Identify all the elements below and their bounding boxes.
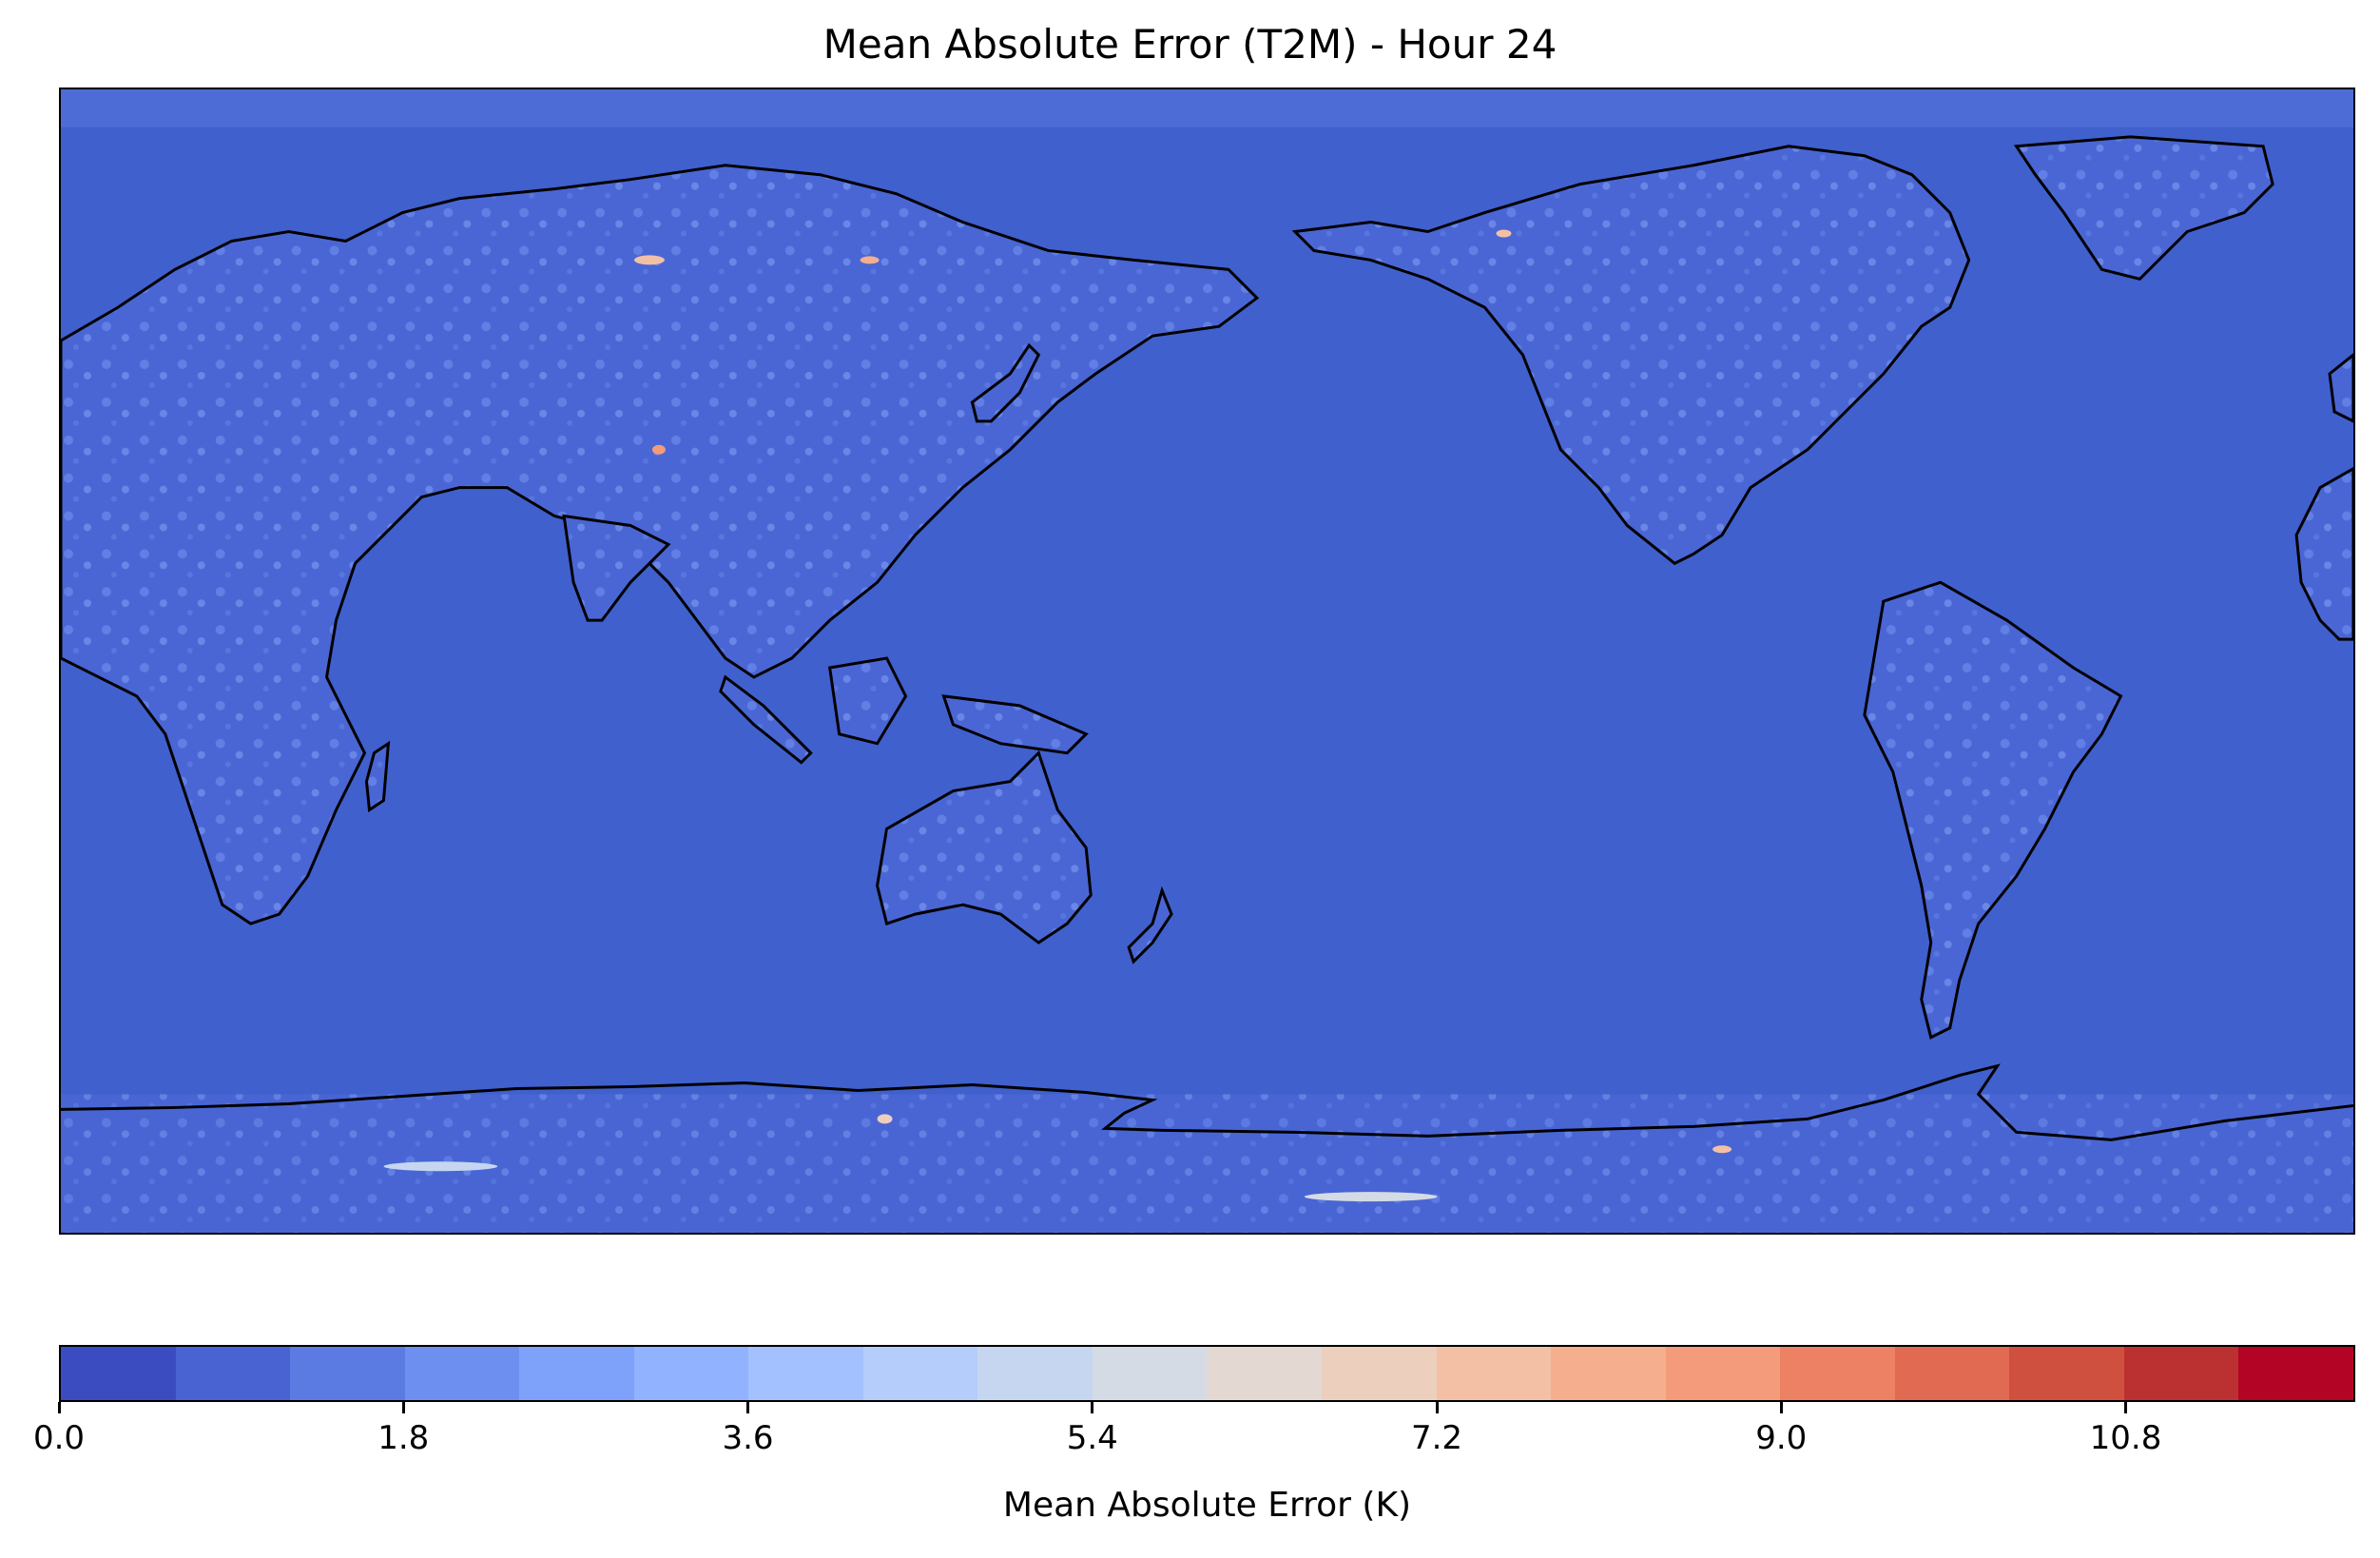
- madagascar-land: [364, 740, 391, 813]
- colorbar-segment: [1665, 1347, 1781, 1400]
- tick-mark: [1091, 1402, 1094, 1413]
- colorbar-segment: [1551, 1347, 1666, 1400]
- antarctica-coast: [61, 1063, 2353, 1141]
- colorbar-ticks: 0.0 1.8 3.6 5.4 7.2 9.0 10.8: [33, 1402, 2355, 1478]
- arctic-band: [61, 89, 2353, 127]
- hotspot: [1712, 1145, 1732, 1154]
- tick-mark: [746, 1402, 749, 1413]
- tick-label: 7.2: [1410, 1419, 1463, 1457]
- india-land: [562, 514, 671, 622]
- tick-mark: [1779, 1402, 1783, 1413]
- sumatra-land: [719, 674, 813, 765]
- hotspot: [1496, 229, 1512, 238]
- chart-title: Mean Absolute Error (T2M) - Hour 24: [822, 21, 1558, 68]
- tick-mark: [1435, 1402, 1439, 1413]
- colorbar-segment: [862, 1347, 978, 1400]
- colorbar-segment: [61, 1347, 176, 1400]
- tick-label: 10.8: [2089, 1419, 2162, 1457]
- tick-label: 0.0: [32, 1419, 86, 1457]
- borneo-land: [827, 656, 908, 746]
- hotspot: [877, 1114, 893, 1124]
- colorbar-segment: [1092, 1347, 1208, 1400]
- colorbar-segment: [2238, 1347, 2353, 1400]
- greenland-land: [2013, 135, 2274, 281]
- hotspot: [383, 1161, 498, 1172]
- tick-label: 3.6: [722, 1419, 774, 1457]
- tick-label: 1.8: [377, 1419, 430, 1457]
- colorbar-segment: [1207, 1347, 1323, 1400]
- colorbar-segment: [1894, 1347, 2010, 1400]
- world-map: [61, 89, 2353, 1233]
- colorbar-segment: [1322, 1347, 1437, 1400]
- colorbar: [59, 1345, 2355, 1402]
- map-panel: [59, 88, 2355, 1235]
- colorbar-segment: [633, 1347, 749, 1400]
- colorbar-segment: [977, 1347, 1093, 1400]
- hotspot: [651, 444, 666, 455]
- iberia-edge: [2328, 353, 2353, 423]
- new-zealand-land: [1127, 886, 1173, 964]
- north-america-land: [1291, 145, 1971, 566]
- new-guinea-land: [941, 694, 1089, 755]
- tick-mark: [57, 1402, 61, 1413]
- colorbar-segment: [1436, 1347, 1552, 1400]
- colorbar-segment: [1780, 1347, 1895, 1400]
- colorbar-segment: [404, 1347, 520, 1400]
- tick-mark: [401, 1402, 405, 1413]
- colorbar-segment: [175, 1347, 291, 1400]
- colorbar-segment: [748, 1347, 863, 1400]
- colorbar-segment: [519, 1347, 634, 1400]
- south-america-land: [1863, 580, 2123, 1040]
- colorbar-label: Mean Absolute Error (K): [1002, 1486, 1412, 1525]
- japan-land: [970, 342, 1041, 423]
- hotspot: [860, 256, 880, 264]
- colorbar-segment: [2009, 1347, 2124, 1400]
- hotspot: [633, 255, 665, 265]
- colorbar-segment: [290, 1347, 405, 1400]
- tick-mark: [2124, 1402, 2127, 1413]
- west-africa-edge: [2294, 466, 2353, 641]
- colorbar-segment: [2123, 1347, 2239, 1400]
- tick-label: 9.0: [1755, 1419, 1808, 1457]
- hotspot: [1304, 1192, 1438, 1202]
- tick-label: 5.4: [1066, 1419, 1118, 1457]
- australia-land: [876, 750, 1093, 945]
